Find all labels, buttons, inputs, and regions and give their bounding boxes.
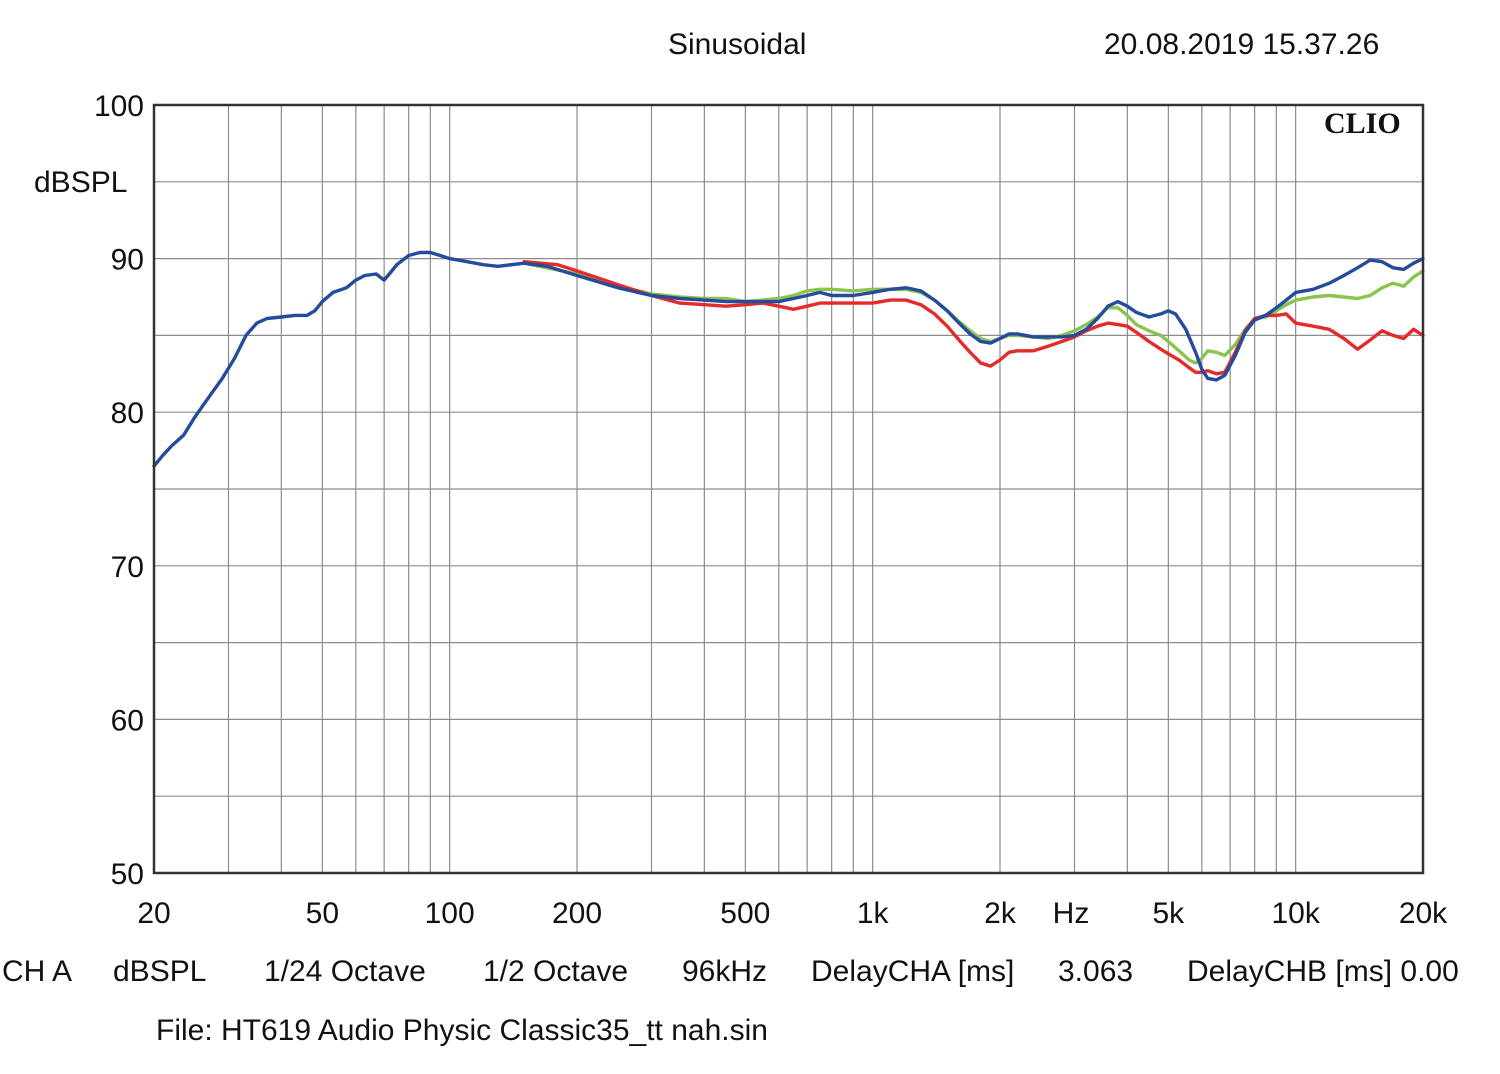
x-tick-label: 1k — [857, 897, 890, 930]
x-tick-label: 5k — [1152, 897, 1185, 930]
y-tick-label: 80 — [111, 397, 144, 430]
y-tick-label: 70 — [111, 551, 144, 584]
x-tick-label: 50 — [306, 897, 339, 930]
delay-cha-value: 3.063 — [1058, 955, 1134, 988]
measurement-mode: Sinusoidal — [668, 28, 807, 61]
smoothing-label: 1/2 Octave — [483, 955, 629, 988]
delay-chb-label: DelayCHB [ms] — [1187, 957, 1393, 987]
clio-logo: CLIO — [1324, 107, 1401, 140]
channel-label: CH A — [2, 955, 73, 988]
y-tick-label: 50 — [111, 858, 144, 891]
plot-frame — [152, 103, 1425, 875]
unit-label: dBSPL — [113, 955, 207, 988]
sample-rate-label: 96kHz — [682, 955, 768, 988]
x-tick-label: 10k — [1271, 897, 1320, 930]
resolution-label: 1/24 Octave — [264, 955, 426, 988]
response-curve — [522, 260, 1425, 376]
chart-labels: 50 60 70 80 90 100 20 50 100 200 500 1k 2k 5k 10k 20k Hz — [94, 90, 1448, 930]
y-axis-unit-label: dBSPL — [34, 166, 128, 199]
delay-chb-value: 0.00 — [1400, 957, 1459, 987]
response-curve — [522, 261, 1425, 365]
x-tick-label: 2k — [984, 897, 1017, 930]
measurement-timestamp: 20.08.2019 15.37.26 — [1104, 28, 1380, 61]
x-tick-label: 20 — [137, 897, 170, 930]
x-tick-label: 200 — [552, 897, 602, 930]
y-tick-label: 100 — [94, 90, 144, 123]
x-tick-label: 500 — [720, 897, 770, 930]
file-name-label: File: HT619 Audio Physic Classic35_tt na… — [156, 1014, 768, 1047]
x-tick-label: 100 — [425, 897, 475, 930]
delay-chb-group: DelayCHB [ms] 0.00 — [1187, 957, 1500, 987]
chart-series — [152, 250, 1425, 468]
y-tick-label: 60 — [111, 704, 144, 737]
chart-grid — [154, 105, 1423, 873]
delay-cha-label: DelayCHA [ms] — [811, 955, 1015, 988]
response-curve — [152, 250, 1425, 468]
x-tick-label: 20k — [1399, 897, 1448, 930]
x-axis-unit-label: Hz — [1053, 897, 1090, 930]
y-tick-label: 90 — [111, 244, 144, 277]
